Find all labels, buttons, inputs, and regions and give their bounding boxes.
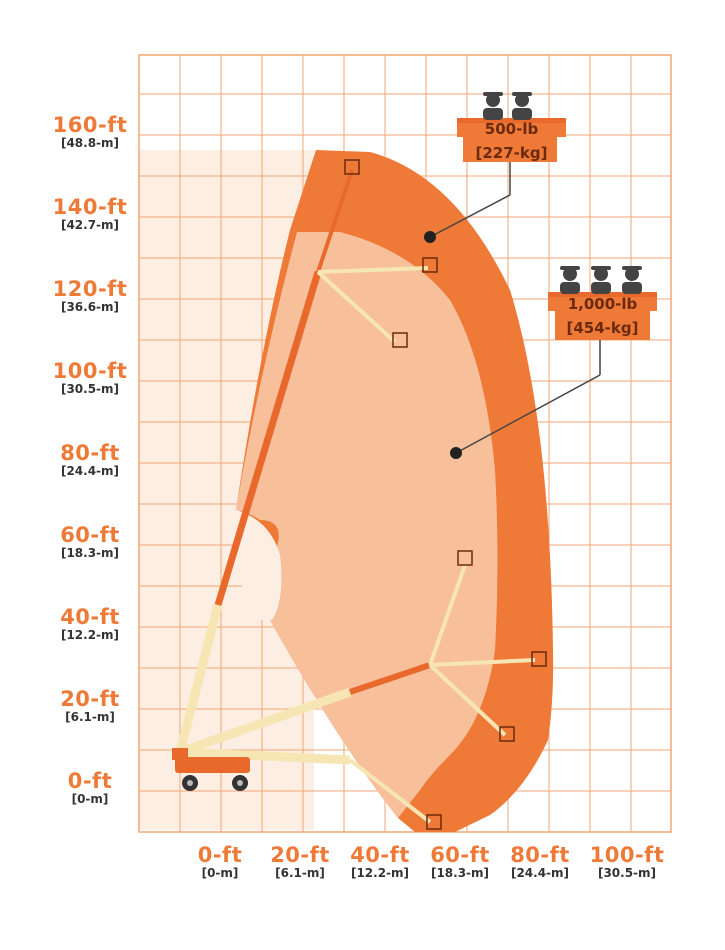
diagonal-jib-out (429, 658, 536, 667)
y-label-m: [36.6-m] (60, 300, 120, 314)
platform (457, 550, 473, 566)
platform (499, 726, 515, 742)
y-label-m: [30.5-m] (60, 382, 120, 396)
x-label-ft: 0-ft (197, 843, 243, 867)
horizontal-boom (179, 747, 351, 765)
top-jib-down (316, 270, 397, 344)
x-label: 60-ft [18.3-m] (405, 843, 515, 880)
envelope-cutout (236, 510, 282, 620)
diagonal-jib-up (428, 564, 467, 666)
y-label: 20-ft [6.1-m] (30, 687, 150, 724)
worker-icon (622, 266, 642, 294)
platform (531, 651, 547, 667)
x-label-m: [18.3-m] (430, 866, 490, 880)
x-label-m: [30.5-m] (597, 866, 657, 880)
y-label: 80-ft [24.4-m] (30, 441, 150, 478)
y-label-m: [6.1-m] (65, 710, 115, 724)
y-label-ft: 120-ft (52, 277, 128, 301)
y-label-ft: 140-ft (52, 195, 128, 219)
worker-icon (560, 266, 580, 294)
y-label: 100-ft [30.5-m] (30, 359, 150, 396)
capacity-badge-1000lb (548, 266, 657, 340)
x-label-ft: 80-ft (510, 843, 570, 867)
x-label: 100-ft [30.5-m] (572, 843, 682, 880)
y-label-m: [42.7-m] (60, 218, 120, 232)
x-label: 20-ft [6.1-m] (245, 843, 355, 880)
capacity-label-1000lb: 1,000-lb [454-kg] (551, 292, 654, 340)
capacity-metric: [227-kg] (475, 144, 548, 162)
worker-icon (591, 266, 611, 294)
lower-boom (175, 603, 223, 754)
lift-machine (172, 159, 547, 830)
x-label-ft: 60-ft (430, 843, 490, 867)
y-label-m: [48.8-m] (60, 136, 120, 150)
y-label-ft: 160-ft (52, 113, 128, 137)
machine-chassis (175, 757, 250, 773)
x-label: 80-ft [24.4-m] (485, 843, 595, 880)
basket-icon (548, 292, 657, 340)
x-label-ft: 40-ft (350, 843, 410, 867)
wheel-hub (187, 780, 193, 786)
capacity-label-500lb: 500-lb [227-kg] (460, 117, 563, 165)
y-label-m: [0-m] (71, 792, 109, 806)
basket-icon (457, 118, 566, 162)
envelope-1000lb (236, 232, 498, 818)
callout-dot-500lb (424, 231, 436, 243)
callout-line-1000lb (455, 374, 601, 454)
upper-boom-top (316, 169, 354, 273)
y-label-ft: 60-ft (60, 523, 120, 547)
callout-dot-1000lb (450, 447, 462, 459)
x-label: 40-ft [12.2-m] (325, 843, 435, 880)
x-label-m: [6.1-m] (275, 866, 325, 880)
upper-boom-extended (214, 270, 322, 607)
wheel-hub (237, 780, 243, 786)
platform (422, 257, 438, 273)
x-label-m: [24.4-m] (510, 866, 570, 880)
y-label: 160-ft [48.8-m] (30, 113, 150, 150)
y-label: 60-ft [18.3-m] (30, 523, 150, 560)
capacity-weight: 1,000-lb (567, 295, 638, 313)
worker-icon (512, 92, 532, 120)
y-label-ft: 0-ft (67, 769, 113, 793)
machine-turret (172, 748, 188, 760)
grid-frame (138, 54, 672, 833)
platform (426, 814, 442, 830)
platform (392, 332, 408, 348)
x-label-m: [12.2-m] (350, 866, 410, 880)
y-label: 140-ft [42.7-m] (30, 195, 150, 232)
y-label-ft: 40-ft (60, 605, 120, 629)
platform (344, 159, 360, 175)
y-label-m: [24.4-m] (60, 464, 120, 478)
y-label: 40-ft [12.2-m] (30, 605, 150, 642)
callout-line-500lb (429, 194, 511, 238)
capacity-badge-500lb (457, 92, 566, 162)
diagonal-jib-down (428, 663, 507, 737)
x-label-ft: 20-ft (270, 843, 330, 867)
y-label: 0-ft [0-m] (30, 769, 150, 806)
horizontal-jib (348, 758, 432, 824)
x-label-m: [0-m] (201, 866, 239, 880)
basket-rail (548, 292, 657, 297)
y-label-ft: 20-ft (60, 687, 120, 711)
top-jib-out (317, 266, 429, 274)
worker-icon (483, 92, 503, 120)
y-label-ft: 80-ft (60, 441, 120, 465)
capacity-weight: 500-lb (484, 120, 539, 138)
x-label-ft: 100-ft (589, 843, 665, 867)
diagonal-boom-extended (349, 662, 431, 695)
y-label-m: [18.3-m] (60, 546, 120, 560)
basket-rail (457, 118, 566, 123)
y-label-m: [12.2-m] (60, 628, 120, 642)
y-label-ft: 100-ft (52, 359, 128, 383)
y-label: 120-ft [36.6-m] (30, 277, 150, 314)
x-label: 0-ft [0-m] (165, 843, 275, 880)
diagonal-boom (178, 687, 352, 757)
capacity-metric: [454-kg] (566, 319, 639, 337)
